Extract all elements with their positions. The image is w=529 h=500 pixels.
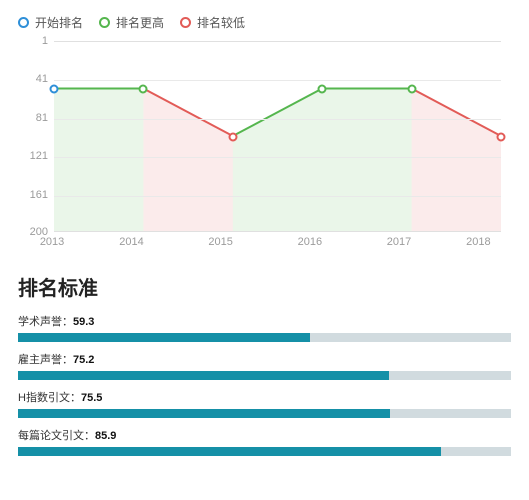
- legend-label-start: 开始排名: [35, 14, 83, 31]
- y-tick: 1: [18, 35, 48, 47]
- ranking-chart: 201320142015201620172018 14181121161200: [18, 41, 511, 256]
- plot-area: [54, 41, 501, 232]
- x-axis: 2013 2014 2015 2016 2017 2018: [54, 236, 501, 256]
- criteria-bar-label: 学术声誉：59.3: [18, 313, 511, 329]
- legend-item-higher: 排名更高: [99, 14, 164, 31]
- criteria-bar-fill: [18, 447, 441, 456]
- y-tick: 200: [18, 226, 48, 238]
- x-tick: 2014: [143, 236, 144, 256]
- criteria-bar-track: [18, 371, 511, 380]
- chart-point[interactable]: [407, 85, 416, 94]
- legend-marker-lower: [180, 17, 191, 28]
- chart-area-fill: [233, 89, 412, 231]
- chart-point[interactable]: [50, 85, 59, 94]
- chart-point[interactable]: [497, 133, 506, 142]
- x-tick: 2015: [232, 236, 233, 256]
- criteria-bar-fill: [18, 409, 390, 418]
- grid-line: [54, 119, 501, 120]
- criteria-bar-row: 每篇论文引文：85.9: [18, 427, 511, 456]
- chart-area-fill: [412, 89, 501, 231]
- legend-label-lower: 排名较低: [197, 14, 245, 31]
- chart-area-fill: [54, 89, 143, 231]
- criteria-bar-track: [18, 447, 511, 456]
- criteria-bar-track: [18, 333, 511, 342]
- x-tick: 2018: [500, 236, 501, 256]
- x-tick: 2016: [322, 236, 323, 256]
- criteria-title: 排名标准: [18, 272, 511, 301]
- chart-point[interactable]: [228, 133, 237, 142]
- legend: 开始排名 排名更高 排名较低: [18, 14, 511, 31]
- criteria-bar-fill: [18, 333, 310, 342]
- criteria-bar-track: [18, 409, 511, 418]
- legend-marker-higher: [99, 17, 110, 28]
- panel: 开始排名 排名更高 排名较低 201320142015201620172018 …: [0, 0, 529, 500]
- x-tick: 2017: [411, 236, 412, 256]
- criteria-bar-label: H指数引文：75.5: [18, 389, 511, 405]
- criteria-bar-fill: [18, 371, 389, 380]
- chart-area-fill: [143, 89, 232, 231]
- grid-line: [54, 157, 501, 158]
- grid-line: [54, 196, 501, 197]
- legend-marker-start: [18, 17, 29, 28]
- legend-item-lower: 排名较低: [180, 14, 245, 31]
- legend-label-higher: 排名更高: [116, 14, 164, 31]
- chart-svg: [54, 42, 501, 231]
- legend-item-start: 开始排名: [18, 14, 83, 31]
- y-tick: 81: [18, 112, 48, 124]
- y-tick: 121: [18, 150, 48, 162]
- criteria-bar-label: 每篇论文引文：85.9: [18, 427, 511, 443]
- criteria-bar-row: H指数引文：75.5: [18, 389, 511, 418]
- criteria-bar-label: 雇主声誉：75.2: [18, 351, 511, 367]
- chart-point[interactable]: [139, 85, 148, 94]
- criteria-bar-row: 学术声誉：59.3: [18, 313, 511, 342]
- x-tick: 2013: [54, 236, 55, 256]
- criteria-bar-row: 雇主声誉：75.2: [18, 351, 511, 380]
- grid-line: [54, 80, 501, 81]
- y-tick: 161: [18, 189, 48, 201]
- chart-point[interactable]: [318, 85, 327, 94]
- criteria-bars: 学术声誉：59.3 雇主声誉：75.2 H指数引文：75.5 每篇论文引文：85.9: [18, 313, 511, 456]
- y-tick: 41: [18, 73, 48, 85]
- criteria-section: 排名标准 学术声誉：59.3 雇主声誉：75.2 H指数引文：75.5 每篇论文引文：…: [18, 272, 511, 456]
